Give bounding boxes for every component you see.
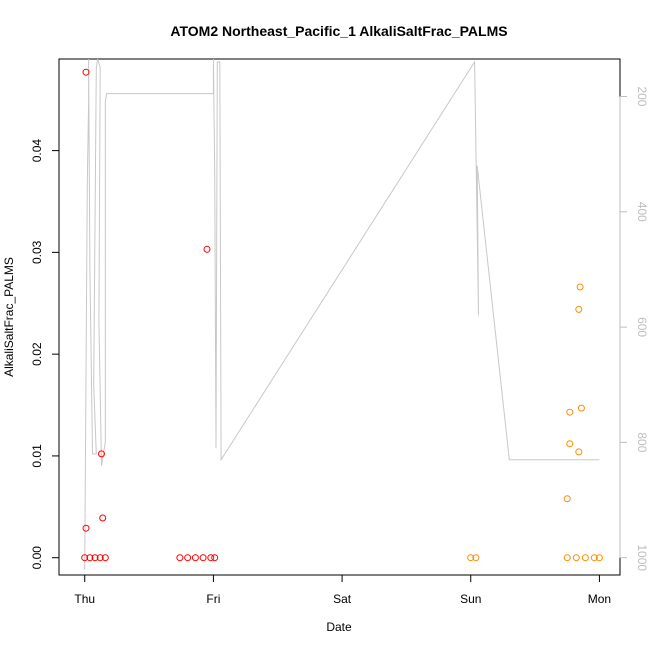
y-tick-label: 0.02	[30, 342, 44, 366]
pressure-trace-line	[84, 58, 600, 570]
data-point	[203, 245, 211, 253]
data-point	[566, 440, 574, 448]
data-point	[472, 554, 480, 562]
data-point	[595, 554, 603, 562]
data-point	[590, 554, 598, 562]
data-point	[98, 450, 105, 458]
data-point	[91, 554, 99, 562]
data-point-layer	[81, 68, 603, 562]
x-tick-label: Mon	[588, 592, 611, 606]
x-tick-label: Thu	[74, 592, 95, 606]
data-point	[467, 554, 475, 562]
axis-layer: Thu Fri Sat Sun Mon 0.00 0.01 0.02 0.03 0.04 200 40…	[30, 86, 649, 606]
y2-tick-label: 800	[635, 432, 649, 452]
y-tick-label: 0.01	[30, 444, 44, 468]
data-point	[86, 554, 94, 562]
data-point	[577, 404, 585, 412]
data-point	[82, 68, 90, 76]
data-point	[575, 448, 583, 456]
y2-tick-label: 1000	[635, 544, 649, 571]
y-tick-label: 0.03	[30, 240, 44, 264]
data-point	[184, 554, 192, 562]
data-point	[211, 554, 219, 562]
data-point	[99, 514, 107, 522]
data-point	[96, 554, 104, 562]
y2-tick-label: 600	[635, 317, 649, 337]
x-tick-label: Fri	[206, 592, 220, 606]
y-tick-label: 0.00	[30, 546, 44, 570]
y2-tick-label: 400	[635, 202, 649, 222]
chart-title: ATOM2 Northeast_Pacific_1 AlkaliSaltFrac…	[170, 23, 507, 39]
data-point	[563, 495, 571, 503]
data-point	[81, 554, 89, 562]
data-point	[575, 305, 583, 313]
x-axis-label: Date	[326, 620, 352, 634]
data-point	[191, 554, 199, 562]
y-tick-label: 0.04	[30, 139, 44, 163]
plot-frame	[58, 58, 621, 576]
data-point	[199, 554, 207, 562]
data-point	[101, 554, 109, 562]
pressure-trace-layer	[84, 58, 600, 570]
x-tick-label: Sun	[460, 592, 481, 606]
y-axis-label: AlkaliSaltFrac_PALMS	[2, 257, 16, 377]
data-point	[563, 554, 571, 562]
data-point	[566, 408, 574, 416]
data-point	[207, 554, 215, 562]
data-point	[82, 524, 90, 532]
data-point	[581, 554, 589, 562]
data-point	[176, 554, 184, 562]
x-tick-label: Sat	[333, 592, 352, 606]
data-point	[572, 554, 580, 562]
data-point	[576, 283, 584, 291]
y2-tick-label: 200	[635, 86, 649, 106]
